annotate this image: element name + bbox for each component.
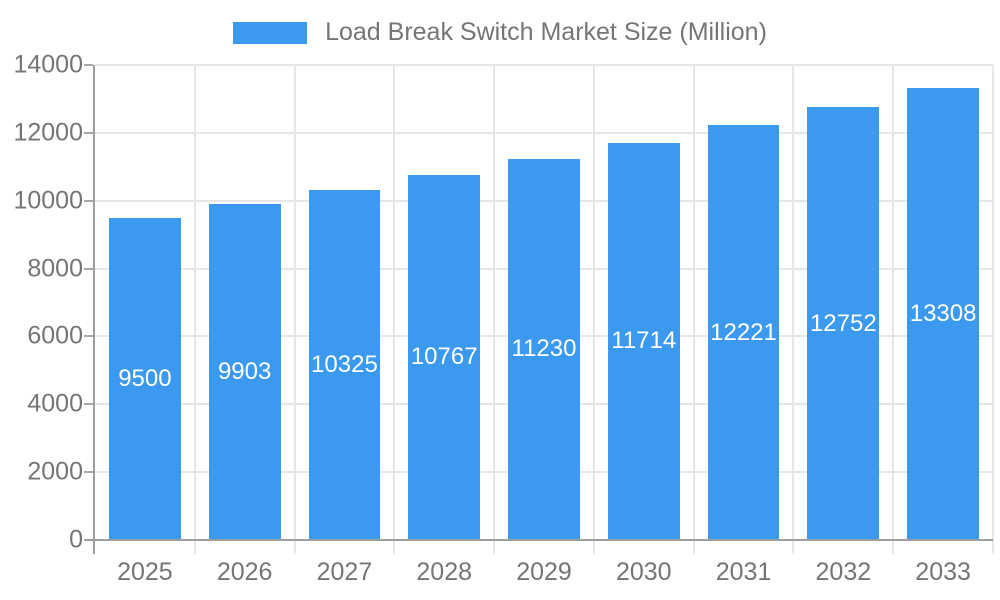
v-gridline-3 (393, 65, 396, 554)
x-axis-label-2027: 2027 (316, 558, 373, 586)
bar-value-label-2032: 12752 (809, 309, 877, 337)
bar-value-label-2030: 11714 (611, 327, 677, 355)
x-axis-label-2029: 2029 (516, 558, 572, 586)
bar-2025[interactable]: 9500 (108, 217, 181, 540)
legend-label: Load Break Switch Market Size (Million) (325, 18, 767, 46)
v-gridline-8 (892, 65, 895, 554)
bar-value-label-2026: 9903 (217, 358, 272, 385)
y-axis-label-6000: 6000 (27, 321, 83, 350)
y-axis-tick-2000 (84, 471, 93, 474)
x-axis-label-2028: 2028 (416, 558, 473, 586)
x-axis-label-2025: 2025 (117, 558, 173, 586)
y-axis-label-4000: 4000 (27, 389, 83, 418)
bar-2026[interactable]: 9903 (208, 204, 281, 540)
bar-value-label-2027: 10325 (311, 350, 378, 378)
bar-value-label-2029: 11230 (511, 335, 577, 363)
x-axis-label-2033: 2033 (915, 558, 971, 586)
bar-2030[interactable]: 11714 (607, 142, 680, 540)
bar-2031[interactable]: 12221 (707, 125, 780, 540)
y-axis-tick-8000 (84, 267, 93, 270)
x-axis-label-2026: 2026 (216, 558, 273, 586)
legend[interactable]: Load Break Switch Market Size (Million) (0, 18, 1000, 47)
x-axis-line (85, 539, 993, 541)
y-axis-tick-12000 (84, 131, 93, 134)
v-gridline-6 (692, 65, 695, 554)
v-gridline-1 (193, 65, 196, 554)
x-axis-label-2031: 2031 (715, 558, 772, 586)
h-gridline-12000 (95, 131, 993, 134)
v-gridline-9 (992, 65, 994, 554)
bar-2028[interactable]: 10767 (408, 174, 481, 540)
y-axis-tick-14000 (84, 64, 93, 66)
y-axis-label-12000: 12000 (13, 118, 83, 147)
bar-value-label-2031: 12221 (710, 318, 777, 346)
y-axis: 0 2000 4000 6000 8000 10000 12000 14000 (0, 51, 93, 554)
legend-swatch (233, 21, 308, 44)
bar-2029[interactable]: 11230 (508, 158, 580, 540)
y-axis-label-10000: 10000 (13, 186, 83, 215)
y-axis-tick-10000 (84, 199, 93, 202)
bar-2032[interactable]: 12752 (807, 107, 880, 540)
v-gridline-5 (592, 65, 595, 554)
y-axis-tick-4000 (84, 403, 93, 406)
h-gridline-14000 (95, 64, 993, 66)
v-gridline-4 (493, 65, 496, 554)
bar-value-label-2025: 9500 (118, 364, 172, 392)
v-gridline-7 (792, 65, 795, 554)
bar-value-label-2033: 13308 (909, 300, 977, 328)
bar-value-label-2028: 10767 (410, 343, 478, 371)
bar-2027[interactable]: 10325 (308, 189, 381, 540)
plot-area: 9500 9903 10325 10767 11230 11714 12221 12752 13… (95, 64, 994, 554)
y-axis-label-2000: 2000 (27, 457, 83, 486)
x-axis-label-2032: 2032 (815, 558, 872, 586)
x-axis: 2025 2026 2027 2028 2029 2030 2031 2032 2033 (95, 558, 993, 592)
y-axis-label-14000: 14000 (13, 50, 83, 79)
v-gridline-2 (293, 65, 296, 554)
y-axis-tick-6000 (84, 335, 93, 338)
y-axis-label-8000: 8000 (27, 254, 83, 283)
y-axis-label-0: 0 (69, 525, 83, 554)
x-axis-label-2030: 2030 (615, 558, 672, 586)
y-axis-line (93, 65, 95, 554)
bar-2033[interactable]: 13308 (907, 88, 980, 540)
